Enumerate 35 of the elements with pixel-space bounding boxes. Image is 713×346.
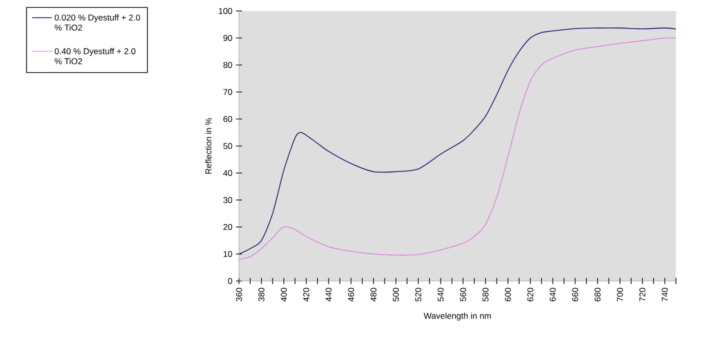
- y-tick-label: 40: [223, 170, 232, 176]
- y-tick-label: 90: [223, 34, 232, 42]
- y-tick-label: 30: [223, 197, 232, 204]
- x-tick-label: 560: [460, 288, 466, 302]
- x-tick-label: 680: [594, 288, 601, 302]
- x-tick-label: 740: [662, 288, 668, 302]
- x-tick-label: 520: [415, 288, 422, 302]
- y-tick-label: 10: [224, 251, 232, 258]
- x-tick-label: 720: [639, 288, 646, 302]
- legend-label: 0.020 % Dyestuff + 2.0 % TiO2: [54, 14, 140, 31]
- legend-label: 0.40 % Dyestuff + 2.0 % TiO2: [54, 48, 136, 64]
- y-tick-label: 60: [223, 116, 232, 122]
- y-tick-label: 20: [223, 224, 232, 230]
- x-tick-label: 540: [438, 288, 444, 302]
- x-tick-label: 660: [572, 288, 578, 302]
- y-tick-label: 50: [223, 143, 232, 150]
- x-tick-label: 600: [504, 288, 511, 302]
- x-tick-label: 480: [370, 288, 376, 302]
- x-tick-label: 360: [236, 288, 242, 302]
- x-tick-label: 700: [616, 288, 623, 302]
- y-axis-title: Reflection in %: [205, 118, 212, 174]
- x-tick-label: 440: [326, 288, 332, 302]
- x-tick-label: 420: [303, 288, 310, 302]
- x-tick-label: 620: [527, 288, 534, 302]
- y-tick-label: 0: [228, 278, 232, 284]
- x-tick-label: 580: [482, 288, 489, 302]
- x-tick-label: 500: [392, 288, 399, 302]
- y-tick-label: 70: [223, 89, 232, 96]
- x-axis-title: Wavelength in nm: [424, 312, 491, 320]
- x-tick-label: 460: [348, 288, 354, 302]
- x-tick-label: 640: [550, 288, 556, 302]
- x-tick-label: 400: [280, 288, 287, 302]
- y-tick-label: 80: [223, 62, 232, 68]
- x-tick-label: 380: [258, 288, 264, 302]
- y-tick-label: 100: [218, 8, 232, 14]
